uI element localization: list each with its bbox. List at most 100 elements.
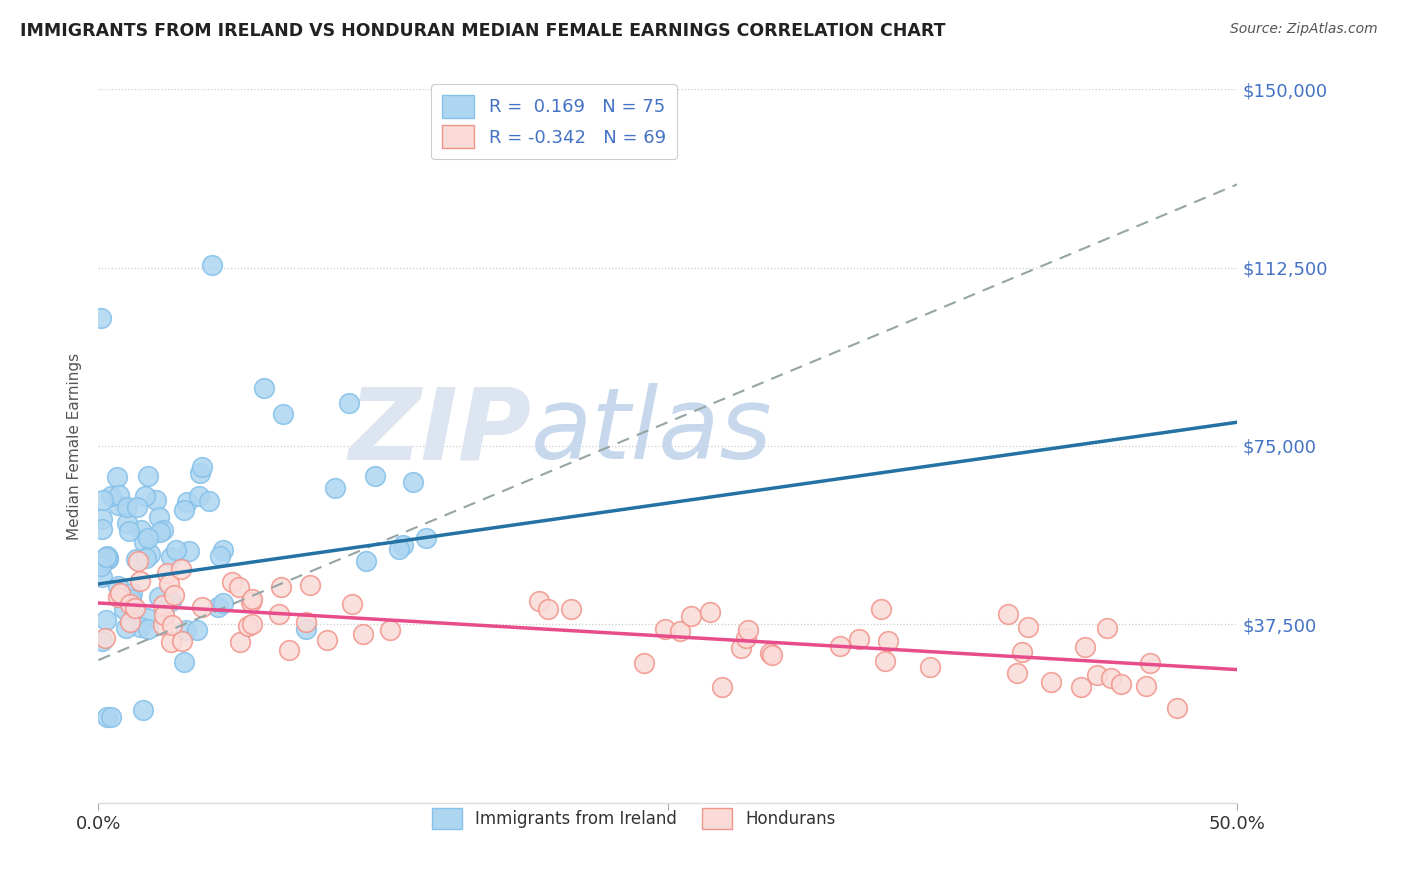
Point <box>188 489 211 503</box>
Point <box>121 585 143 599</box>
Point <box>238 619 260 633</box>
Point <box>354 554 377 568</box>
Point <box>173 655 195 669</box>
Point <box>165 543 187 558</box>
Point <box>125 500 148 515</box>
Point <box>186 623 208 637</box>
Point <box>207 599 229 614</box>
Legend: Immigrants from Ireland, Hondurans: Immigrants from Ireland, Hondurans <box>423 799 844 838</box>
Point <box>90 553 112 567</box>
Text: IMMIGRANTS FROM IRELAND VS HONDURAN MEDIAN FEMALE EARNINGS CORRELATION CHART: IMMIGRANTS FROM IRELAND VS HONDURAN MEDI… <box>20 22 945 40</box>
Point <box>191 600 214 615</box>
Point <box>176 623 198 637</box>
Point <box>152 523 174 537</box>
Point <box>253 381 276 395</box>
Point <box>734 632 756 646</box>
Text: ZIP: ZIP <box>349 384 531 480</box>
Point <box>415 531 437 545</box>
Point <box>699 605 721 619</box>
Point <box>212 596 235 610</box>
Point <box>228 580 250 594</box>
Point <box>118 524 141 538</box>
Point <box>107 498 129 512</box>
Point <box>160 634 183 648</box>
Point <box>118 615 141 630</box>
Point <box>1039 674 1062 689</box>
Point <box>737 623 759 637</box>
Point <box>148 590 170 604</box>
Point <box>173 502 195 516</box>
Point <box>710 680 733 694</box>
Point <box>90 310 112 325</box>
Point <box>136 531 159 545</box>
Point <box>100 488 122 502</box>
Point <box>191 460 214 475</box>
Point <box>134 489 156 503</box>
Point <box>132 534 155 549</box>
Point <box>163 589 186 603</box>
Point <box>152 598 174 612</box>
Point <box>669 624 692 639</box>
Point <box>870 601 893 615</box>
Point <box>1095 621 1118 635</box>
Point <box>730 640 752 655</box>
Point <box>761 648 783 662</box>
Point <box>1109 677 1132 691</box>
Point <box>91 523 114 537</box>
Point <box>127 554 149 568</box>
Point <box>135 551 157 566</box>
Point <box>1073 640 1095 654</box>
Point <box>759 647 782 661</box>
Point <box>94 613 117 627</box>
Point <box>221 575 243 590</box>
Point <box>157 576 180 591</box>
Point <box>136 469 159 483</box>
Point <box>118 597 141 611</box>
Point <box>97 551 120 566</box>
Point <box>94 631 117 645</box>
Point <box>1166 700 1188 714</box>
Point <box>100 710 122 724</box>
Point <box>139 547 162 561</box>
Point <box>115 621 138 635</box>
Point <box>323 481 346 495</box>
Point <box>91 511 114 525</box>
Point <box>267 607 290 621</box>
Point <box>560 601 582 615</box>
Point <box>1099 671 1122 685</box>
Point <box>115 500 138 514</box>
Point <box>124 601 146 615</box>
Point <box>1085 668 1108 682</box>
Point <box>120 591 142 606</box>
Point <box>108 586 131 600</box>
Point <box>270 580 292 594</box>
Point <box>633 656 655 670</box>
Point <box>294 615 316 630</box>
Y-axis label: Median Female Earnings: Median Female Earnings <box>67 352 83 540</box>
Point <box>340 597 363 611</box>
Point <box>162 618 184 632</box>
Point <box>96 549 118 564</box>
Text: atlas: atlas <box>531 384 773 480</box>
Point <box>298 578 321 592</box>
Point <box>392 538 415 552</box>
Point <box>201 258 224 272</box>
Point <box>97 551 120 566</box>
Point <box>131 523 153 537</box>
Point <box>91 570 114 584</box>
Point <box>388 542 411 557</box>
Point <box>176 494 198 508</box>
Point <box>152 608 174 623</box>
Point <box>271 407 294 421</box>
Point <box>145 493 167 508</box>
Point <box>107 590 129 604</box>
Point <box>197 494 219 508</box>
Point <box>1135 679 1157 693</box>
Point <box>91 633 114 648</box>
Point <box>170 562 193 576</box>
Point <box>239 595 262 609</box>
Point <box>679 609 702 624</box>
Point <box>828 639 851 653</box>
Point <box>129 620 152 634</box>
Point <box>877 634 900 648</box>
